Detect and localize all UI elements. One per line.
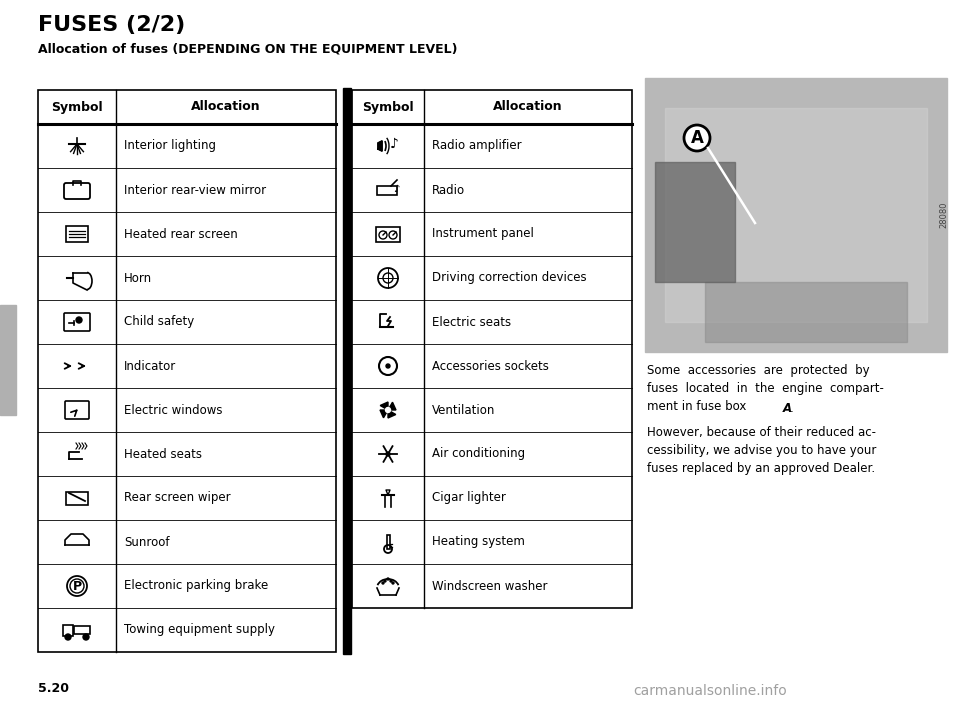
Text: Sunroof: Sunroof (124, 535, 170, 549)
Text: 28080: 28080 (940, 202, 948, 228)
Text: Electronic parking brake: Electronic parking brake (124, 579, 268, 593)
Text: P: P (72, 579, 82, 593)
Text: Windscreen washer: Windscreen washer (432, 579, 547, 593)
Text: Symbol: Symbol (362, 101, 414, 114)
Circle shape (65, 634, 71, 640)
Polygon shape (380, 410, 388, 417)
Text: Heating system: Heating system (432, 535, 525, 549)
Text: .: . (790, 402, 794, 415)
Bar (343, 88, 351, 654)
Bar (0, 305, 16, 415)
Bar (63, 625, 73, 636)
Bar (66, 492, 88, 505)
Circle shape (384, 580, 386, 582)
Circle shape (387, 578, 389, 580)
Text: Allocation: Allocation (493, 101, 563, 114)
Bar (655, 162, 735, 282)
Polygon shape (388, 402, 396, 410)
Text: Accessories sockets: Accessories sockets (432, 359, 549, 373)
Polygon shape (388, 410, 396, 418)
Text: Heated rear screen: Heated rear screen (124, 227, 238, 241)
Text: ♪: ♪ (393, 184, 399, 194)
Bar (645, 78, 947, 352)
Circle shape (390, 580, 392, 582)
Bar (352, 90, 632, 608)
Circle shape (386, 452, 390, 456)
Text: However, because of their reduced ac-
cessibility, we advise you to have your
fu: However, because of their reduced ac- ce… (647, 426, 876, 475)
Text: ♪: ♪ (390, 137, 398, 151)
Circle shape (386, 408, 391, 413)
Bar (377, 186, 397, 195)
Text: Some  accessories  are  protected  by
fuses  located  in  the  engine  compart-
: Some accessories are protected by fuses … (647, 364, 884, 413)
Text: Symbol: Symbol (51, 101, 103, 114)
Bar (38, 90, 336, 652)
Text: Radio amplifier: Radio amplifier (432, 139, 521, 153)
Circle shape (392, 582, 394, 584)
Text: Electric seats: Electric seats (432, 315, 511, 329)
Bar (665, 108, 927, 322)
Text: Radio: Radio (432, 183, 466, 197)
Text: Cigar lighter: Cigar lighter (432, 491, 506, 505)
Circle shape (684, 125, 710, 151)
Bar (66, 226, 88, 242)
Text: Child safety: Child safety (124, 315, 194, 329)
Circle shape (76, 317, 82, 323)
Circle shape (83, 634, 89, 640)
Bar (705, 282, 907, 342)
Text: 5.20: 5.20 (38, 682, 69, 694)
Text: Rear screen wiper: Rear screen wiper (124, 491, 230, 505)
Text: carmanualsonline.info: carmanualsonline.info (634, 684, 787, 698)
Text: Horn: Horn (124, 271, 152, 285)
Text: Air conditioning: Air conditioning (432, 447, 525, 461)
Text: Ventilation: Ventilation (432, 403, 495, 417)
Text: Towing equipment supply: Towing equipment supply (124, 623, 275, 636)
Bar (74, 626, 90, 634)
Text: A: A (690, 129, 704, 147)
Text: Interior lighting: Interior lighting (124, 139, 216, 153)
Text: Allocation: Allocation (191, 101, 261, 114)
Bar (376, 227, 400, 242)
Text: Allocation of fuses (DEPENDING ON THE EQUIPMENT LEVEL): Allocation of fuses (DEPENDING ON THE EQ… (38, 42, 458, 55)
Text: Electric windows: Electric windows (124, 403, 223, 417)
Text: Heated seats: Heated seats (124, 447, 202, 461)
Bar (387, 535, 390, 549)
Text: Interior rear-view mirror: Interior rear-view mirror (124, 183, 266, 197)
Polygon shape (378, 141, 382, 151)
Text: Indicator: Indicator (124, 359, 177, 373)
Text: Driving correction devices: Driving correction devices (432, 271, 587, 285)
Circle shape (386, 364, 390, 368)
Polygon shape (380, 402, 388, 410)
Text: A: A (783, 402, 792, 415)
Circle shape (382, 582, 384, 584)
Text: FUSES (2/2): FUSES (2/2) (38, 15, 185, 35)
Text: Instrument panel: Instrument panel (432, 227, 534, 241)
